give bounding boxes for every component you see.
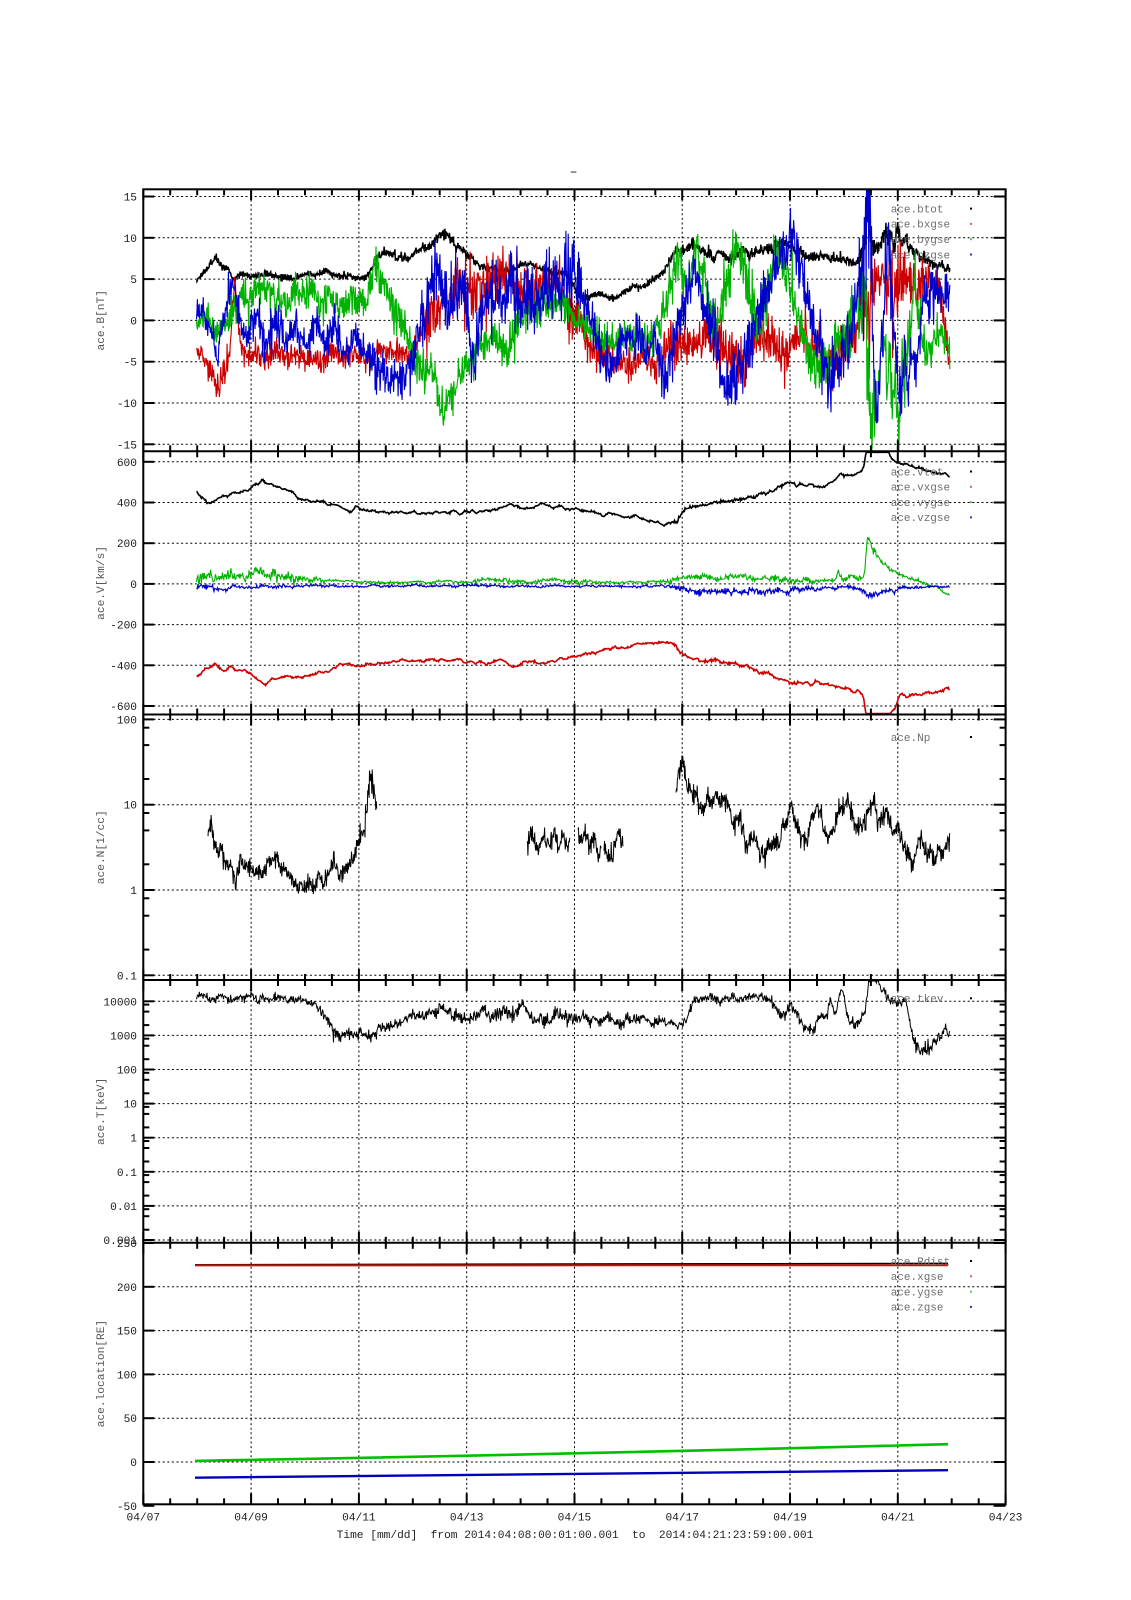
- svg-text:-200: -200: [110, 621, 137, 633]
- svg-text:04/11: 04/11: [342, 1513, 376, 1525]
- svg-text:100: 100: [117, 1066, 137, 1078]
- svg-text:-15: -15: [117, 440, 137, 452]
- svg-text:1000: 1000: [110, 1031, 137, 1043]
- svg-text:04/09: 04/09: [234, 1513, 268, 1525]
- svg-text:ace.vygse: ace.vygse: [891, 498, 950, 510]
- svg-text:-400: -400: [110, 661, 137, 673]
- svg-text:200: 200: [117, 1283, 137, 1295]
- svg-text:ace.bxgse: ace.bxgse: [891, 220, 950, 232]
- svg-text:ace.location[RE]: ace.location[RE]: [96, 1320, 108, 1427]
- svg-text:ace.bygse: ace.bygse: [891, 235, 950, 247]
- svg-text:15: 15: [124, 193, 137, 205]
- svg-text:ace.Rdist: ace.Rdist: [891, 1257, 950, 1269]
- svg-text:04/15: 04/15: [558, 1513, 592, 1525]
- svg-text:200: 200: [117, 539, 137, 551]
- svg-text:ace.zgse: ace.zgse: [891, 1303, 944, 1315]
- svg-text:-600: -600: [110, 702, 137, 714]
- svg-text:04/07: 04/07: [127, 1513, 161, 1525]
- svg-text:04/17: 04/17: [665, 1513, 699, 1525]
- svg-text:0.01: 0.01: [110, 1202, 137, 1214]
- svg-text:04/19: 04/19: [773, 1513, 807, 1525]
- svg-text:50: 50: [124, 1414, 138, 1426]
- svg-text:ace.V[km/s]: ace.V[km/s]: [96, 546, 108, 620]
- svg-text:0.001: 0.001: [103, 1236, 137, 1248]
- svg-text:04/23: 04/23: [989, 1513, 1023, 1525]
- svg-text:04/13: 04/13: [450, 1513, 484, 1525]
- svg-text:400: 400: [117, 499, 137, 511]
- svg-text:10000: 10000: [103, 997, 137, 1009]
- svg-text:0.1: 0.1: [117, 971, 137, 983]
- svg-text:ace.vtot: ace.vtot: [891, 467, 944, 479]
- svg-text:ace.bzgse: ace.bzgse: [891, 250, 950, 262]
- svg-text:150: 150: [117, 1327, 137, 1339]
- svg-text:0: 0: [130, 580, 137, 592]
- svg-text:1: 1: [130, 886, 137, 898]
- svg-text:ace.B[nT]: ace.B[nT]: [96, 290, 108, 350]
- svg-text:250: 250: [117, 1239, 137, 1251]
- svg-text:-10: -10: [117, 399, 137, 411]
- svg-text:100: 100: [117, 715, 137, 727]
- svg-text:ace.Np: ace.Np: [891, 733, 931, 745]
- svg-text:10: 10: [124, 801, 138, 813]
- svg-text:ace.N[1/cc]: ace.N[1/cc]: [96, 810, 108, 884]
- svg-text:ace.vzgse: ace.vzgse: [891, 513, 950, 525]
- svg-text:ace.vxgse: ace.vxgse: [891, 483, 950, 495]
- svg-text:100: 100: [117, 1370, 137, 1382]
- svg-text:-5: -5: [124, 358, 137, 370]
- svg-text:10: 10: [124, 1100, 138, 1112]
- svg-text:10: 10: [124, 234, 138, 246]
- svg-text:ace.tkev: ace.tkev: [891, 994, 944, 1006]
- svg-text:-50: -50: [117, 1502, 137, 1514]
- svg-text:ace.ygse: ace.ygse: [891, 1287, 944, 1299]
- svg-text:0.1: 0.1: [117, 1168, 137, 1180]
- svg-text:ace.btot: ace.btot: [891, 204, 944, 216]
- svg-text:0: 0: [130, 316, 137, 328]
- svg-text:ace.T[keV]: ace.T[keV]: [96, 1078, 108, 1145]
- svg-text:1: 1: [130, 1134, 137, 1146]
- svg-text:0: 0: [130, 1458, 137, 1470]
- svg-text:04/21: 04/21: [881, 1513, 915, 1525]
- svg-text:Time [mm/dd] from 2014:04:08:: Time [mm/dd] from 2014:04:08:00:01:00.00…: [337, 1530, 814, 1542]
- svg-text:5: 5: [130, 275, 137, 287]
- svg-text:600: 600: [117, 458, 137, 470]
- svg-text:ace.xgse: ace.xgse: [891, 1272, 944, 1284]
